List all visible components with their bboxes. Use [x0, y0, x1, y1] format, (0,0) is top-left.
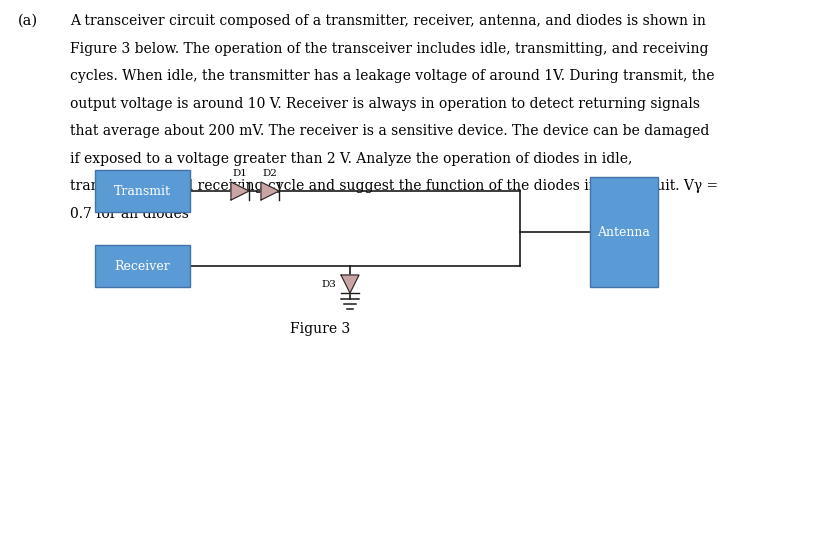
Text: if exposed to a voltage greater than 2 V. Analyze the operation of diodes in idl: if exposed to a voltage greater than 2 V… [70, 152, 632, 165]
Polygon shape [261, 182, 278, 200]
Text: cycles. When idle, the transmitter has a leakage voltage of around 1V. During tr: cycles. When idle, the transmitter has a… [70, 69, 714, 83]
Text: D3: D3 [321, 280, 335, 289]
Text: A transceiver circuit composed of a transmitter, receiver, antenna, and diodes i: A transceiver circuit composed of a tran… [70, 14, 705, 28]
Bar [95, 170, 190, 212]
Bar [95, 245, 190, 287]
Polygon shape [231, 182, 248, 200]
Text: that average about 200 mV. The receiver is a sensitive device. The device can be: that average about 200 mV. The receiver … [70, 124, 709, 138]
Polygon shape [340, 275, 359, 293]
Text: transmitting, and receiving cycle and suggest the function of the diodes in the : transmitting, and receiving cycle and su… [70, 179, 717, 193]
Text: (a): (a) [18, 14, 38, 28]
Text: D2: D2 [263, 169, 277, 178]
Bar [589, 177, 657, 287]
Text: Receiver: Receiver [115, 260, 171, 272]
Text: Transmit: Transmit [114, 184, 171, 198]
Text: D1: D1 [232, 169, 247, 178]
Text: output voltage is around 10 V. Receiver is always in operation to detect returni: output voltage is around 10 V. Receiver … [70, 96, 699, 110]
Text: 0.7 for all diodes: 0.7 for all diodes [70, 207, 189, 221]
Text: Figure 3 below. The operation of the transceiver includes idle, transmitting, an: Figure 3 below. The operation of the tra… [70, 42, 707, 56]
Text: Figure 3: Figure 3 [289, 322, 349, 336]
Text: Antenna: Antenna [597, 226, 650, 238]
